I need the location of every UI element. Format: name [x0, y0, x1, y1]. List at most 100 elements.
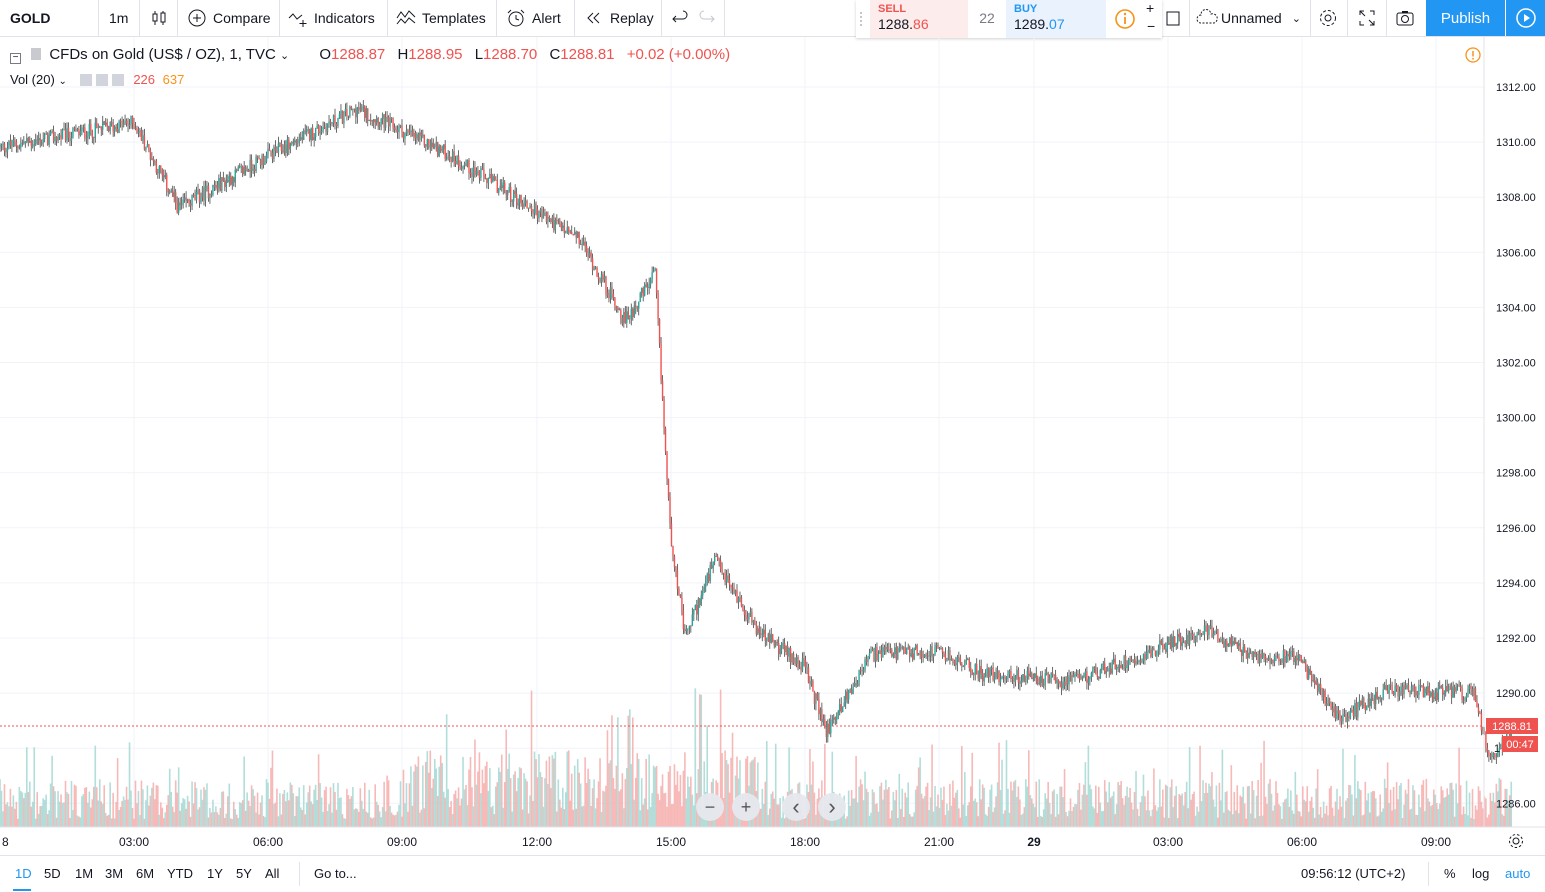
drag-handle[interactable] [860, 12, 864, 26]
scroll-right-button[interactable]: › [818, 793, 846, 821]
volume-bar [1011, 790, 1014, 827]
plus-icon[interactable]: + [1146, 0, 1155, 16]
candle-body [1063, 681, 1066, 686]
undo-button[interactable] [670, 0, 696, 36]
indicators-button[interactable]: Indicators [288, 0, 375, 36]
candle-body [1184, 641, 1186, 644]
fullscreen-button[interactable] [1357, 0, 1383, 36]
symbol-search[interactable]: GOLD [10, 0, 50, 36]
range-1y[interactable]: 1Y [207, 866, 223, 881]
candle-body [850, 689, 853, 695]
clock-timezone[interactable]: 09:56:12 (UTC+2) [1301, 866, 1406, 881]
candle-body [1127, 658, 1130, 666]
auto-toggle[interactable]: auto [1505, 866, 1531, 881]
play-button[interactable] [1506, 0, 1545, 36]
publish-button[interactable]: Publish [1426, 0, 1505, 36]
volume-bar [578, 772, 580, 827]
range-6m[interactable]: 6M [136, 866, 155, 881]
volume-bar [1340, 806, 1343, 827]
candle-body [46, 133, 49, 145]
range-3m[interactable]: 3M [105, 866, 124, 881]
buy-button[interactable]: BUY 1289.07 [1006, 0, 1106, 38]
volume-bar [590, 805, 592, 827]
rectangle-icon[interactable] [1163, 0, 1183, 36]
settings-button[interactable] [1318, 0, 1344, 36]
zoom-in-button[interactable]: + [732, 793, 760, 821]
candle-body [1443, 692, 1445, 695]
candle-body [1105, 670, 1107, 674]
candle-body [1017, 669, 1020, 683]
range-5d[interactable]: 5D [44, 866, 61, 881]
info-icon[interactable] [1114, 8, 1136, 30]
compare-button[interactable]: Compare [187, 0, 271, 36]
replay-button[interactable]: Replay [584, 0, 654, 36]
flag-icon[interactable] [31, 48, 42, 60]
gear-icon[interactable] [96, 74, 109, 86]
sell-button[interactable]: SELL 1288.86 [870, 0, 968, 38]
range-5y[interactable]: 5Y [236, 866, 252, 881]
goto-button[interactable]: Go to... [314, 866, 357, 881]
range-1d[interactable]: 1D [15, 866, 32, 881]
volume-label[interactable]: Vol (20) [10, 72, 55, 87]
volume-bar [1019, 799, 1021, 827]
price-chart[interactable]: 1312.001310.001308.001306.001304.001302.… [0, 37, 1545, 855]
candle-body [1244, 646, 1246, 652]
templates-button[interactable]: Templates [396, 0, 486, 36]
warning-icon[interactable] [1465, 47, 1481, 63]
minus-icon[interactable]: − [1147, 18, 1156, 34]
range-ytd[interactable]: YTD [167, 866, 193, 881]
chevron-down-icon[interactable]: ⌄ [279, 50, 290, 62]
interval-button[interactable]: 1m [109, 0, 128, 36]
axis-settings-gear-icon[interactable] [1509, 834, 1523, 848]
volume-bar [548, 756, 551, 827]
collapse-icon[interactable]: − [10, 53, 21, 64]
candle-body [124, 120, 126, 123]
percent-toggle[interactable]: % [1444, 866, 1456, 881]
candle-body [493, 176, 496, 181]
candle-body [426, 139, 429, 147]
log-toggle[interactable]: log [1472, 866, 1490, 881]
volume-bar [1319, 806, 1322, 827]
price-axis[interactable]: 1312.001310.001308.001306.001304.001302.… [1496, 82, 1536, 810]
candle-body [75, 129, 77, 131]
zoom-out-button[interactable]: − [696, 793, 724, 821]
volume-bar [922, 798, 924, 827]
symbol-name: GOLD [10, 10, 51, 26]
top-toolbar: GOLD 1m Compare Indicators [0, 0, 1545, 38]
volume-bar [338, 798, 341, 827]
volume-bar [206, 783, 208, 827]
close-icon[interactable] [111, 74, 124, 86]
volume-bar [305, 802, 308, 827]
candle-body [1074, 673, 1076, 678]
candle-body [128, 124, 131, 126]
candle-body [684, 629, 686, 632]
time-axis[interactable]: 8 03:00 06:00 09:00 12:00 15:00 18:00 21:00 29 03… [2, 835, 1451, 849]
range-all[interactable]: All [265, 866, 280, 881]
chart-style-button[interactable] [149, 0, 175, 36]
candle-body [879, 650, 881, 654]
candle-body [627, 311, 630, 320]
candle-body [642, 288, 644, 296]
redo-button[interactable] [697, 0, 723, 36]
range-1m[interactable]: 1M [75, 866, 94, 881]
scroll-left-button[interactable]: ‹ [782, 793, 810, 821]
volume-bar [1193, 791, 1195, 827]
volume-bar [1130, 802, 1133, 827]
alert-button[interactable]: Alert [506, 0, 561, 36]
candle-body [1089, 677, 1091, 680]
layout-menu[interactable]: Unnamed ⌄ [1195, 0, 1301, 36]
volume-bar [75, 785, 77, 827]
snapshot-button[interactable] [1395, 0, 1421, 36]
volume-bar [1284, 799, 1286, 827]
volume-bar [127, 799, 129, 827]
volume-bar [1075, 804, 1078, 827]
candle-body [380, 118, 382, 125]
chevron-down-icon[interactable]: ⌄ [58, 76, 67, 87]
volume-bar [562, 787, 564, 827]
candle-body [457, 156, 460, 167]
volume-bar [474, 739, 476, 827]
eye-icon[interactable] [80, 74, 93, 86]
volume-bar [588, 779, 591, 827]
candle-body [1136, 661, 1139, 663]
candle-body [502, 182, 504, 188]
